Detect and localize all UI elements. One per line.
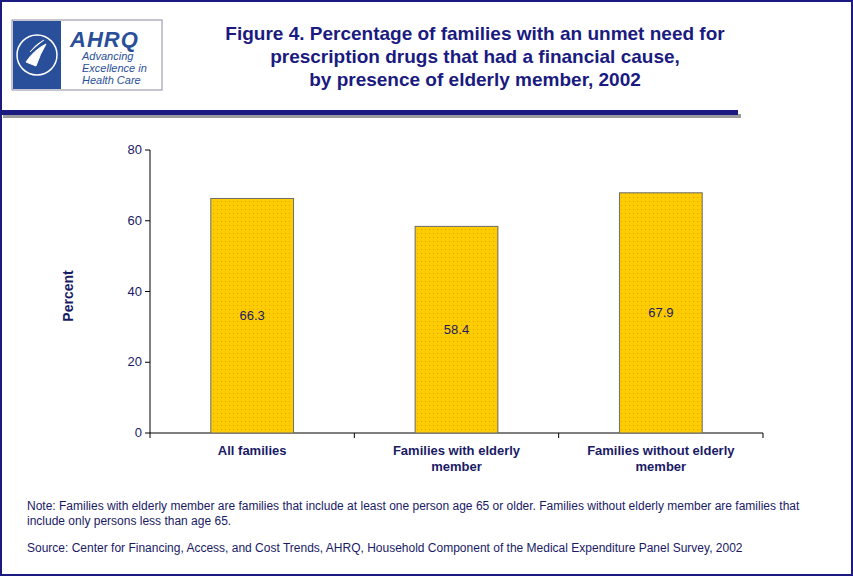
hhs-seal-bg [13, 21, 61, 89]
y-tick-label: 80 [100, 142, 142, 158]
logo-tagline: Advancing [82, 50, 133, 62]
note: Note: Families with elderly member are f… [27, 499, 827, 529]
logo-tagline: Excellence in [82, 62, 147, 74]
y-axis-label: Percent [60, 266, 76, 326]
y-tick-label: 40 [100, 284, 142, 300]
frame [1, 1, 852, 575]
y-tick [145, 291, 150, 292]
hhs-seal-bird [26, 40, 46, 66]
x-tick-label: All families [167, 443, 337, 459]
data-label: 66.3 [212, 308, 292, 324]
chart-root: AHRQAdvancingExcellence inHealth Care Fig… [0, 0, 853, 576]
y-tick-label: 20 [100, 354, 142, 370]
bars [211, 193, 702, 433]
x-tick [150, 433, 151, 438]
x-tick [354, 433, 355, 438]
y-tick-label: 60 [100, 213, 142, 229]
source: Source: Center for Financing, Access, an… [27, 541, 837, 556]
bar [415, 226, 498, 433]
x-tick-label: Families without elderly member [576, 443, 746, 475]
data-label: 58.4 [417, 322, 497, 338]
logo-box [12, 20, 162, 90]
y-tick [145, 220, 150, 221]
hhs-seal [17, 35, 57, 75]
x-tick-label: Families with elderly member [372, 443, 542, 475]
logo-name: AHRQ [70, 27, 139, 53]
title: Figure 4. Percentage of families with an… [180, 22, 770, 91]
y-tick [145, 433, 150, 434]
x-tick [558, 433, 559, 438]
bar [211, 198, 294, 433]
data-label: 67.9 [621, 305, 701, 321]
bar [619, 193, 702, 433]
y-tick-label: 0 [100, 425, 142, 441]
y-tick [145, 150, 150, 151]
x-tick [763, 433, 764, 438]
logo-tagline: Health Care [82, 74, 141, 86]
y-tick [145, 362, 150, 363]
header-rule [0, 110, 738, 115]
